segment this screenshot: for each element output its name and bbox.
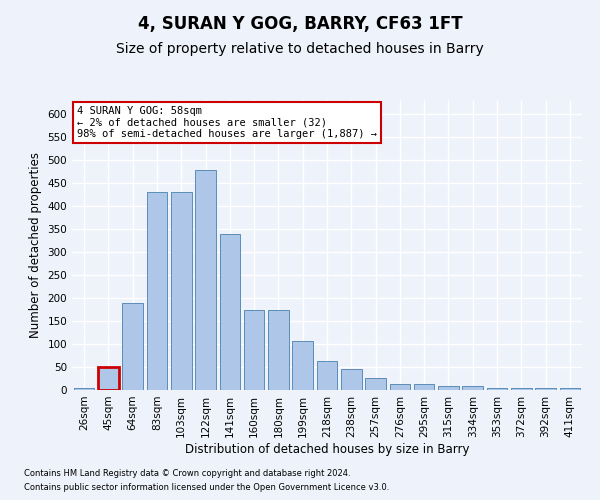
Text: Contains HM Land Registry data © Crown copyright and database right 2024.: Contains HM Land Registry data © Crown c… — [24, 468, 350, 477]
Bar — [535, 388, 556, 390]
Bar — [389, 384, 410, 390]
Bar — [171, 192, 191, 390]
Bar — [244, 310, 265, 390]
Bar — [414, 384, 434, 390]
Text: Contains public sector information licensed under the Open Government Licence v3: Contains public sector information licen… — [24, 484, 389, 492]
Bar — [146, 192, 167, 390]
Text: 4, SURAN Y GOG, BARRY, CF63 1FT: 4, SURAN Y GOG, BARRY, CF63 1FT — [137, 15, 463, 33]
Bar — [487, 388, 508, 390]
Bar — [220, 234, 240, 390]
Y-axis label: Number of detached properties: Number of detached properties — [29, 152, 42, 338]
Bar — [317, 362, 337, 390]
Bar — [74, 388, 94, 390]
Bar — [463, 386, 483, 390]
Bar — [268, 310, 289, 390]
Bar — [365, 378, 386, 390]
Bar — [560, 388, 580, 390]
Bar — [292, 340, 313, 390]
Text: Size of property relative to detached houses in Barry: Size of property relative to detached ho… — [116, 42, 484, 56]
Bar — [195, 170, 216, 390]
Bar — [511, 388, 532, 390]
Bar — [341, 370, 362, 390]
Bar — [122, 304, 143, 390]
Text: 4 SURAN Y GOG: 58sqm
← 2% of detached houses are smaller (32)
98% of semi-detach: 4 SURAN Y GOG: 58sqm ← 2% of detached ho… — [77, 106, 377, 139]
Bar — [98, 367, 119, 390]
X-axis label: Distribution of detached houses by size in Barry: Distribution of detached houses by size … — [185, 442, 469, 456]
Bar — [438, 386, 459, 390]
